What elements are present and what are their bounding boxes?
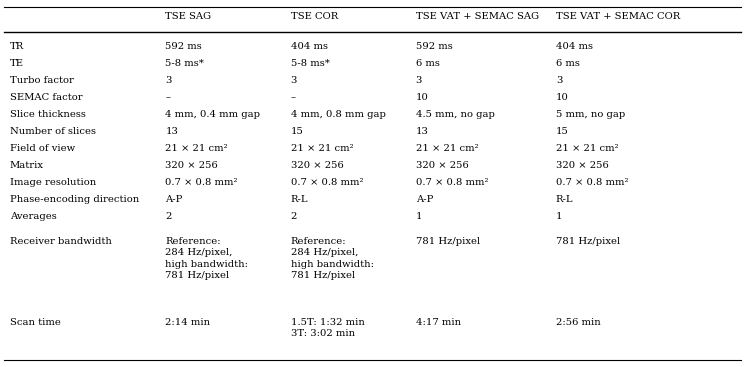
Text: 404 ms: 404 ms <box>556 42 593 51</box>
Text: Field of view: Field of view <box>10 144 75 153</box>
Text: 2: 2 <box>291 212 297 221</box>
Text: R-L: R-L <box>291 195 308 204</box>
Text: Phase-encoding direction: Phase-encoding direction <box>10 195 139 204</box>
Text: TSE SAG: TSE SAG <box>165 12 212 21</box>
Text: 0.7 × 0.8 mm²: 0.7 × 0.8 mm² <box>416 178 488 187</box>
Text: 4:17 min: 4:17 min <box>416 318 461 327</box>
Text: 3: 3 <box>416 76 422 85</box>
Text: 404 ms: 404 ms <box>291 42 328 51</box>
Text: 3: 3 <box>556 76 562 85</box>
Text: 2:14 min: 2:14 min <box>165 318 211 327</box>
Text: –: – <box>291 93 296 102</box>
Text: 4 mm, 0.4 mm gap: 4 mm, 0.4 mm gap <box>165 110 261 119</box>
Text: Reference:
284 Hz/pixel,
high bandwidth:
781 Hz/pixel: Reference: 284 Hz/pixel, high bandwidth:… <box>291 237 373 280</box>
Text: Matrix: Matrix <box>10 161 44 170</box>
Text: Image resolution: Image resolution <box>10 178 96 187</box>
Text: 13: 13 <box>165 127 178 136</box>
Text: SEMAC factor: SEMAC factor <box>10 93 82 102</box>
Text: 1.5T: 1:32 min
3T: 3:02 min: 1.5T: 1:32 min 3T: 3:02 min <box>291 318 364 338</box>
Text: 21 × 21 cm²: 21 × 21 cm² <box>416 144 478 153</box>
Text: 21 × 21 cm²: 21 × 21 cm² <box>165 144 228 153</box>
Text: Scan time: Scan time <box>10 318 60 327</box>
Text: 5-8 ms*: 5-8 ms* <box>291 59 329 68</box>
Text: TR: TR <box>10 42 24 51</box>
Text: 3: 3 <box>291 76 297 85</box>
Text: 6 ms: 6 ms <box>556 59 580 68</box>
Text: Number of slices: Number of slices <box>10 127 95 136</box>
Text: 5-8 ms*: 5-8 ms* <box>165 59 204 68</box>
Text: TSE COR: TSE COR <box>291 12 337 21</box>
Text: 15: 15 <box>291 127 303 136</box>
Text: 21 × 21 cm²: 21 × 21 cm² <box>556 144 618 153</box>
Text: 320 × 256: 320 × 256 <box>556 161 609 170</box>
Text: Turbo factor: Turbo factor <box>10 76 74 85</box>
Text: 781 Hz/pixel: 781 Hz/pixel <box>416 237 480 246</box>
Text: TSE VAT + SEMAC COR: TSE VAT + SEMAC COR <box>556 12 680 21</box>
Text: 21 × 21 cm²: 21 × 21 cm² <box>291 144 353 153</box>
Text: 10: 10 <box>416 93 428 102</box>
Text: TE: TE <box>10 59 24 68</box>
Text: Slice thickness: Slice thickness <box>10 110 86 119</box>
Text: A-P: A-P <box>165 195 183 204</box>
Text: 320 × 256: 320 × 256 <box>165 161 218 170</box>
Text: 4 mm, 0.8 mm gap: 4 mm, 0.8 mm gap <box>291 110 385 119</box>
Text: 6 ms: 6 ms <box>416 59 440 68</box>
Text: 2:56 min: 2:56 min <box>556 318 600 327</box>
Text: –: – <box>165 93 171 102</box>
Text: A-P: A-P <box>416 195 433 204</box>
Text: TSE VAT + SEMAC SAG: TSE VAT + SEMAC SAG <box>416 12 539 21</box>
Text: 4.5 mm, no gap: 4.5 mm, no gap <box>416 110 495 119</box>
Text: Receiver bandwidth: Receiver bandwidth <box>10 237 112 246</box>
Text: 781 Hz/pixel: 781 Hz/pixel <box>556 237 620 246</box>
Text: 15: 15 <box>556 127 568 136</box>
Text: Reference:
284 Hz/pixel,
high bandwidth:
781 Hz/pixel: Reference: 284 Hz/pixel, high bandwidth:… <box>165 237 248 280</box>
Text: 5 mm, no gap: 5 mm, no gap <box>556 110 625 119</box>
Text: Averages: Averages <box>10 212 57 221</box>
Text: 320 × 256: 320 × 256 <box>416 161 469 170</box>
Text: 0.7 × 0.8 mm²: 0.7 × 0.8 mm² <box>165 178 238 187</box>
Text: 0.7 × 0.8 mm²: 0.7 × 0.8 mm² <box>556 178 628 187</box>
Text: 0.7 × 0.8 mm²: 0.7 × 0.8 mm² <box>291 178 363 187</box>
Text: 1: 1 <box>556 212 562 221</box>
Text: 3: 3 <box>165 76 172 85</box>
Text: 592 ms: 592 ms <box>165 42 202 51</box>
Text: 10: 10 <box>556 93 568 102</box>
Text: 2: 2 <box>165 212 172 221</box>
Text: 1: 1 <box>416 212 422 221</box>
Text: 592 ms: 592 ms <box>416 42 452 51</box>
Text: 320 × 256: 320 × 256 <box>291 161 343 170</box>
Text: R-L: R-L <box>556 195 573 204</box>
Text: 13: 13 <box>416 127 428 136</box>
